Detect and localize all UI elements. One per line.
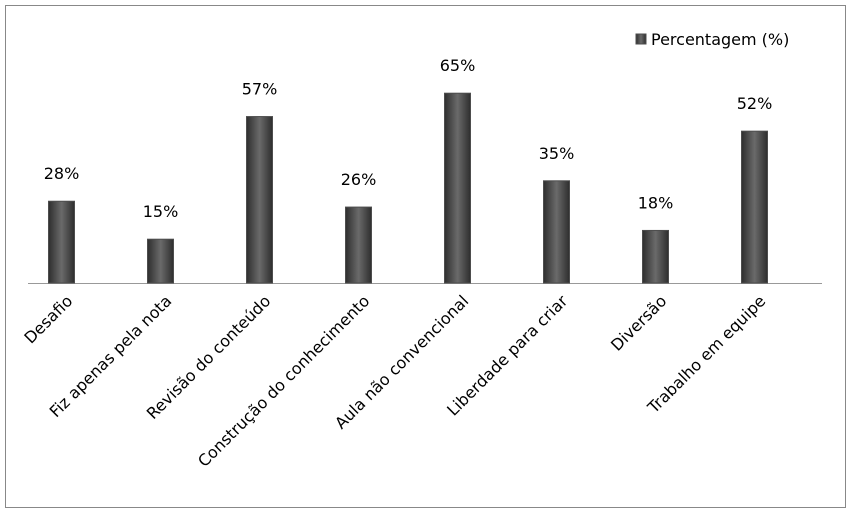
data-label: 35% [539,144,575,163]
bar [48,200,75,284]
data-label: 57% [242,80,278,99]
bar [246,116,273,284]
data-label: 52% [737,94,773,113]
bar [345,206,372,284]
data-label: 15% [143,202,179,221]
bar [444,92,471,284]
bar [642,229,669,284]
data-label: 26% [341,170,377,189]
bar [147,238,174,284]
bar [543,180,570,284]
legend-swatch [635,33,647,45]
data-label: 28% [44,164,80,183]
legend-label: Percentagem (%) [651,30,789,49]
data-label: 65% [440,56,476,75]
bar [741,130,768,284]
chart-border [5,5,846,508]
data-label: 18% [638,193,674,212]
